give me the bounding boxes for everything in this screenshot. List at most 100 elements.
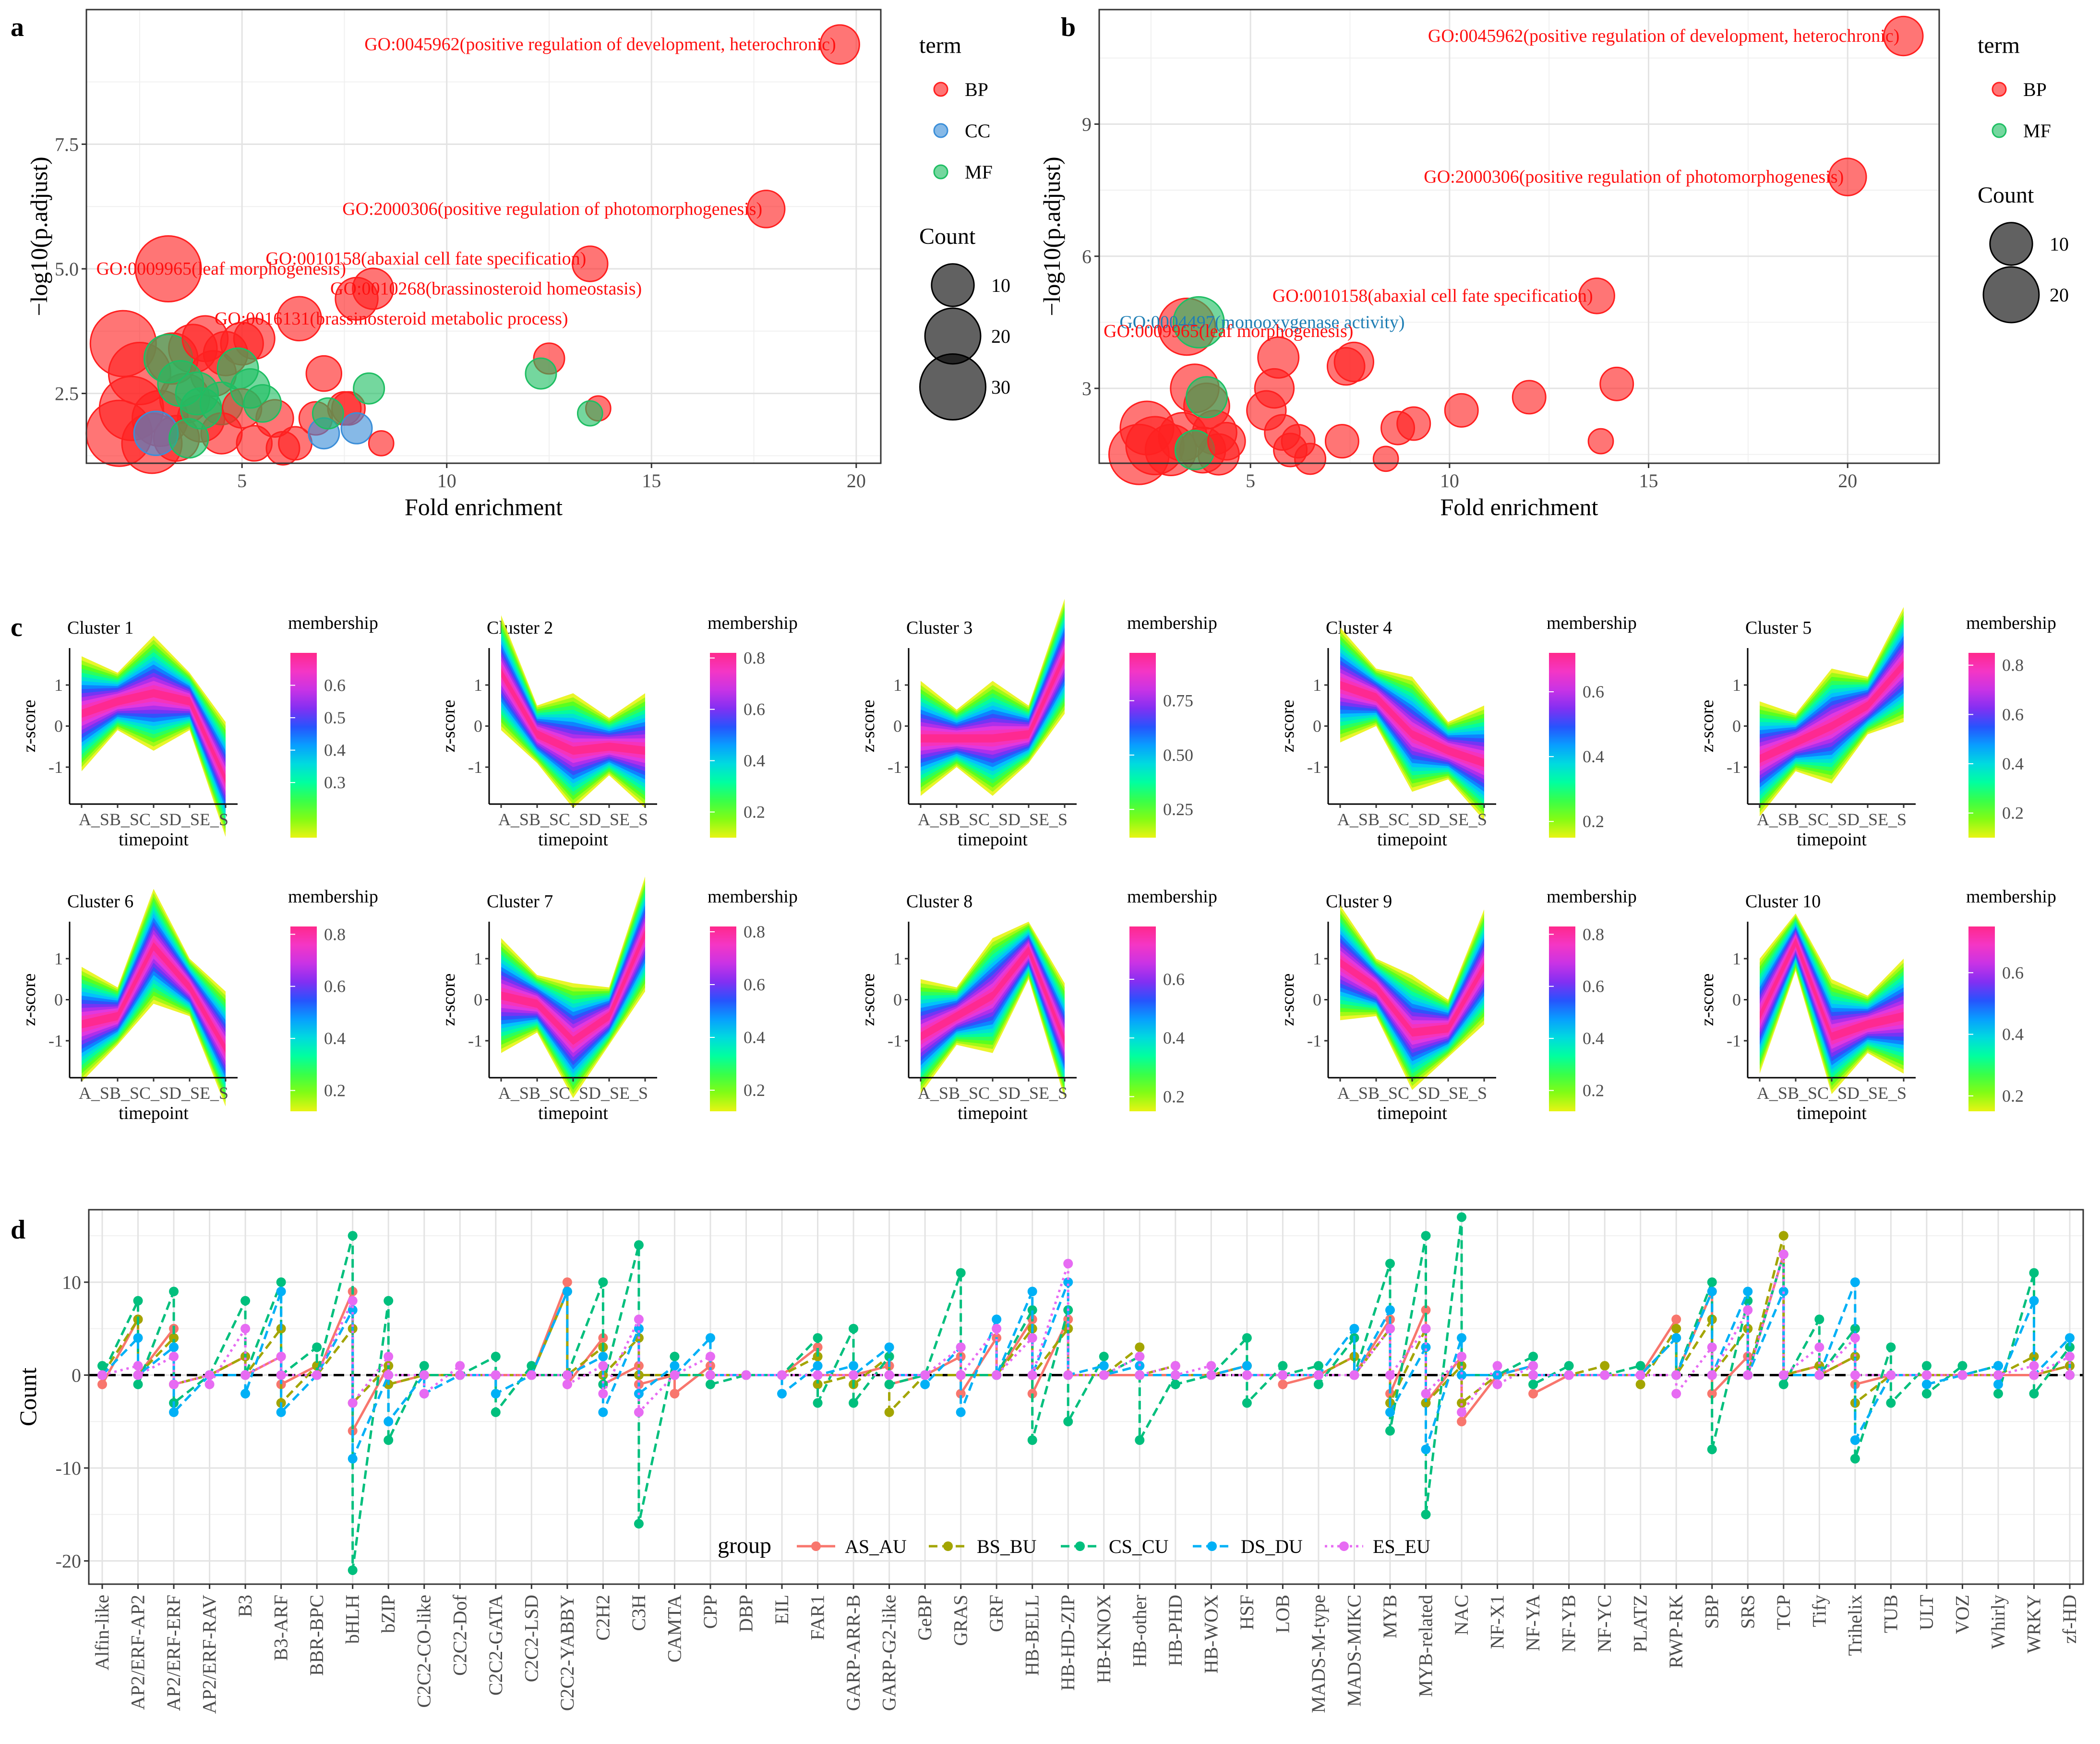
x-tick-label: NF-YC bbox=[1594, 1595, 1615, 1652]
cluster-title: Cluster 4 bbox=[1326, 618, 1392, 638]
colorbar-tick-label: 0.25 bbox=[1163, 800, 1193, 819]
y-tick-label: -1 bbox=[48, 758, 63, 777]
colorbar-tick-label: 0.8 bbox=[744, 922, 765, 941]
x-tick-labels: A_SB_SC_SD_SE_S bbox=[498, 810, 648, 829]
legend-term-title: term bbox=[1978, 33, 2020, 58]
point-ES_EU bbox=[1063, 1259, 1073, 1269]
point-MF bbox=[576, 400, 603, 427]
colorbar-tick-label: 0.2 bbox=[1583, 812, 1604, 831]
point-DS_DU bbox=[670, 1361, 680, 1371]
y-tick-label: 0 bbox=[1313, 717, 1321, 736]
x-tick-label: RWP-RK bbox=[1665, 1595, 1687, 1668]
point-DS_DU bbox=[2065, 1333, 2075, 1343]
point-BS_BU bbox=[1135, 1342, 1145, 1352]
point-ES_EU bbox=[849, 1370, 859, 1380]
colorbar-tick-label: 0.2 bbox=[744, 1081, 765, 1100]
colorbar-tick-label: 0.6 bbox=[324, 676, 346, 695]
membership-band bbox=[82, 681, 226, 792]
x-tick-label: GRAS bbox=[950, 1595, 972, 1646]
point-ES_EU bbox=[2065, 1351, 2075, 1361]
x-tick-label: EIL bbox=[771, 1595, 792, 1624]
point-BS_BU bbox=[169, 1333, 179, 1343]
annotation-label: GO:0045962(positive regulation of develo… bbox=[364, 35, 836, 55]
y-tick-label: 7.5 bbox=[55, 133, 79, 155]
membership-band bbox=[82, 942, 226, 1053]
point-ES_EU bbox=[2029, 1361, 2039, 1371]
x-tick-label: HB-KNOX bbox=[1093, 1595, 1115, 1684]
point-ES_EU bbox=[384, 1351, 394, 1361]
point-ES_EU bbox=[598, 1389, 608, 1399]
point-BS_BU bbox=[884, 1407, 894, 1417]
y-tick-label: 1 bbox=[1313, 949, 1321, 968]
y-tick-label: 0 bbox=[893, 717, 902, 736]
legend-key-CC bbox=[933, 123, 948, 138]
point-CS_CU bbox=[491, 1407, 501, 1417]
annotation-label: GO:0010158(abaxial cell fate specificati… bbox=[1272, 286, 1593, 306]
legend-label-MF: MF bbox=[965, 161, 993, 183]
colorbar-title: membership bbox=[708, 887, 798, 907]
point-CS_CU bbox=[312, 1342, 322, 1352]
legend-size-key bbox=[1989, 222, 2033, 266]
point-MF bbox=[1185, 376, 1228, 419]
point-BP bbox=[572, 245, 609, 282]
annotation-label: GO:0009965(leaf morphogenesis) bbox=[96, 259, 346, 279]
colorbar-title: membership bbox=[1966, 887, 2056, 907]
point-ES_EU bbox=[2065, 1370, 2075, 1380]
y-tick-label: 0 bbox=[474, 990, 482, 1010]
point-DS_DU bbox=[276, 1407, 286, 1417]
x-tick-label: bHLH bbox=[342, 1595, 363, 1644]
point-CS_CU bbox=[1886, 1342, 1896, 1352]
point-ES_EU bbox=[1814, 1370, 1824, 1380]
point-DS_DU bbox=[1671, 1333, 1681, 1343]
legend-group-title: group bbox=[718, 1533, 771, 1558]
membership-band bbox=[501, 668, 645, 755]
point-CS_CU bbox=[527, 1361, 537, 1371]
legend-label-CS_CU: CS_CU bbox=[1109, 1536, 1169, 1557]
point-BP bbox=[1578, 277, 1615, 314]
point-BP bbox=[1828, 157, 1867, 196]
point-ES_EU bbox=[1850, 1333, 1860, 1343]
point-BP bbox=[305, 355, 343, 392]
x-tick-label: GARP-G2-like bbox=[878, 1595, 900, 1711]
y-tick-label: 1 bbox=[1732, 675, 1741, 695]
point-ES_EU bbox=[1564, 1370, 1574, 1380]
point-BP bbox=[1294, 443, 1327, 475]
point-CS_CU bbox=[1278, 1361, 1288, 1371]
point-ES_EU bbox=[133, 1370, 143, 1380]
cluster-title: Cluster 9 bbox=[1326, 891, 1392, 912]
x-axis-title: timepoint bbox=[1377, 830, 1447, 850]
colorbar-tick-label: 0.6 bbox=[744, 700, 765, 719]
point-DS_DU bbox=[491, 1389, 501, 1399]
x-tick-label: NF-X1 bbox=[1487, 1595, 1508, 1649]
point-ES_EU bbox=[1993, 1370, 2003, 1380]
point-DS_DU bbox=[1385, 1407, 1395, 1417]
x-tick-label: WRKY bbox=[2023, 1595, 2044, 1653]
x-tick-label: CPP bbox=[699, 1595, 721, 1629]
point-DS_DU bbox=[133, 1333, 143, 1343]
point-MF bbox=[312, 397, 344, 430]
point-CS_CU bbox=[1313, 1379, 1323, 1389]
point-BP bbox=[1883, 15, 1924, 57]
point-BS_BU bbox=[1600, 1361, 1610, 1371]
y-axis-title: z-score bbox=[439, 700, 459, 753]
point-CS_CU bbox=[276, 1277, 286, 1287]
cluster-title: Cluster 10 bbox=[1745, 891, 1821, 912]
x-axis-title: timepoint bbox=[1377, 1103, 1447, 1123]
point-DS_DU bbox=[1921, 1379, 1932, 1389]
y-axis-title: z-score bbox=[858, 974, 878, 1026]
y-tick-label: 1 bbox=[474, 675, 482, 695]
y-axis-title: z-score bbox=[1697, 700, 1717, 753]
point-ES_EU bbox=[1528, 1361, 1538, 1371]
x-tick-label: NAC bbox=[1451, 1595, 1472, 1635]
x-tick-label: ULT bbox=[1916, 1595, 1937, 1630]
point-ES_EU bbox=[1278, 1370, 1288, 1380]
x-tick-label: HB-PHD bbox=[1164, 1595, 1186, 1666]
x-tick-label: MADS-MIKC bbox=[1343, 1595, 1365, 1707]
point-CS_CU bbox=[1421, 1231, 1431, 1241]
annotation-label: GO:0009965(leaf morphogenesis) bbox=[1104, 321, 1353, 341]
x-tick-label: AP2/ERF-RAV bbox=[199, 1595, 220, 1714]
annotation-label: GO:0004497(monooxygenase activity) bbox=[1119, 312, 1404, 332]
